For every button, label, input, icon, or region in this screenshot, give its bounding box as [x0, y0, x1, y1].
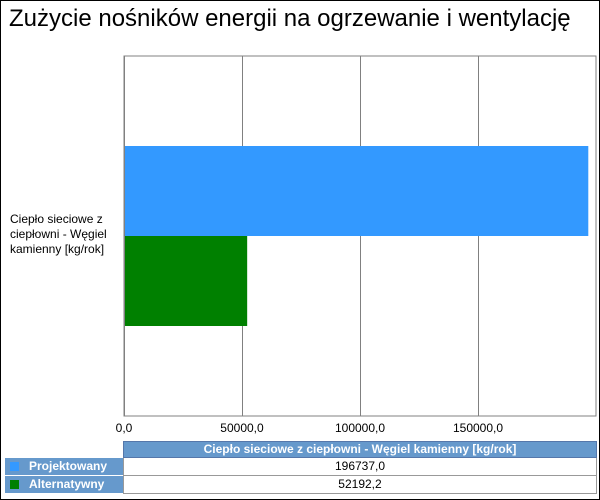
- data-table: Ciepło sieciowe z ciepłowni - Węgiel kam…: [5, 441, 597, 497]
- bar-projektowany: [124, 146, 589, 236]
- data-table-row: Projektowany 196737,0: [5, 458, 597, 476]
- data-table-value: 52192,2: [123, 476, 597, 494]
- data-table-row-label: Projektowany: [5, 458, 123, 476]
- series-name: Projektowany: [29, 459, 108, 473]
- data-table-row: Alternatywny 52192,2: [5, 476, 597, 494]
- data-table-header: Ciepło sieciowe z ciepłowni - Węgiel kam…: [123, 441, 597, 458]
- x-tick-label: 50000,0: [220, 421, 264, 435]
- category-label: Ciepło sieciowe z ciepłowni - Węgiel kam…: [10, 212, 107, 256]
- legend-swatch: [10, 480, 19, 489]
- data-table-row-label: Alternatywny: [5, 476, 123, 494]
- chart-title: Zużycie nośników energii na ogrzewanie i…: [9, 5, 571, 32]
- data-table-value: 196737,0: [123, 458, 597, 476]
- x-tick-label: 150000,0: [453, 421, 503, 435]
- x-tick-label: 0,0: [116, 421, 133, 435]
- legend-swatch: [10, 462, 19, 471]
- bar-alternatywny: [124, 236, 248, 326]
- series-name: Alternatywny: [29, 477, 105, 491]
- x-tick-label: 100000,0: [335, 421, 385, 435]
